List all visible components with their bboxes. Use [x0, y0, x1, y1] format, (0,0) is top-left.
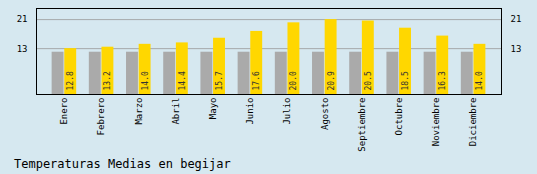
svg-text:13.2: 13.2 [103, 71, 112, 90]
svg-text:20.9: 20.9 [327, 71, 336, 90]
svg-text:Septiembre: Septiembre [357, 98, 367, 152]
svg-text:Marzo: Marzo [134, 98, 144, 125]
svg-text:Agosto: Agosto [320, 98, 330, 131]
svg-text:14.4: 14.4 [178, 71, 187, 90]
svg-text:Mayo: Mayo [208, 98, 218, 120]
svg-text:13: 13 [511, 44, 522, 54]
svg-text:Junio: Junio [245, 98, 255, 125]
svg-text:Abril: Abril [171, 98, 181, 125]
svg-text:20.0: 20.0 [289, 71, 298, 90]
svg-text:Octubre: Octubre [394, 98, 404, 136]
svg-text:Julio: Julio [282, 98, 292, 125]
svg-text:Febrero: Febrero [96, 98, 106, 136]
svg-text:14.0: 14.0 [141, 71, 150, 90]
svg-text:16.3: 16.3 [438, 71, 447, 90]
svg-text:21: 21 [511, 14, 522, 24]
svg-text:12.8: 12.8 [66, 71, 75, 90]
svg-text:21: 21 [17, 14, 28, 24]
svg-text:Noviembre: Noviembre [431, 98, 441, 147]
svg-text:17.6: 17.6 [252, 71, 261, 90]
svg-text:15.7: 15.7 [215, 71, 224, 90]
svg-text:Diciembre: Diciembre [468, 98, 478, 147]
svg-text:13: 13 [17, 44, 28, 54]
svg-text:14.0: 14.0 [475, 71, 484, 90]
svg-text:Enero: Enero [59, 98, 69, 125]
html-text:Temperaturas Medias en begijar: Temperaturas Medias en begijar [14, 157, 231, 171]
svg-text:18.5: 18.5 [401, 71, 410, 90]
svg-text:20.5: 20.5 [364, 71, 373, 90]
